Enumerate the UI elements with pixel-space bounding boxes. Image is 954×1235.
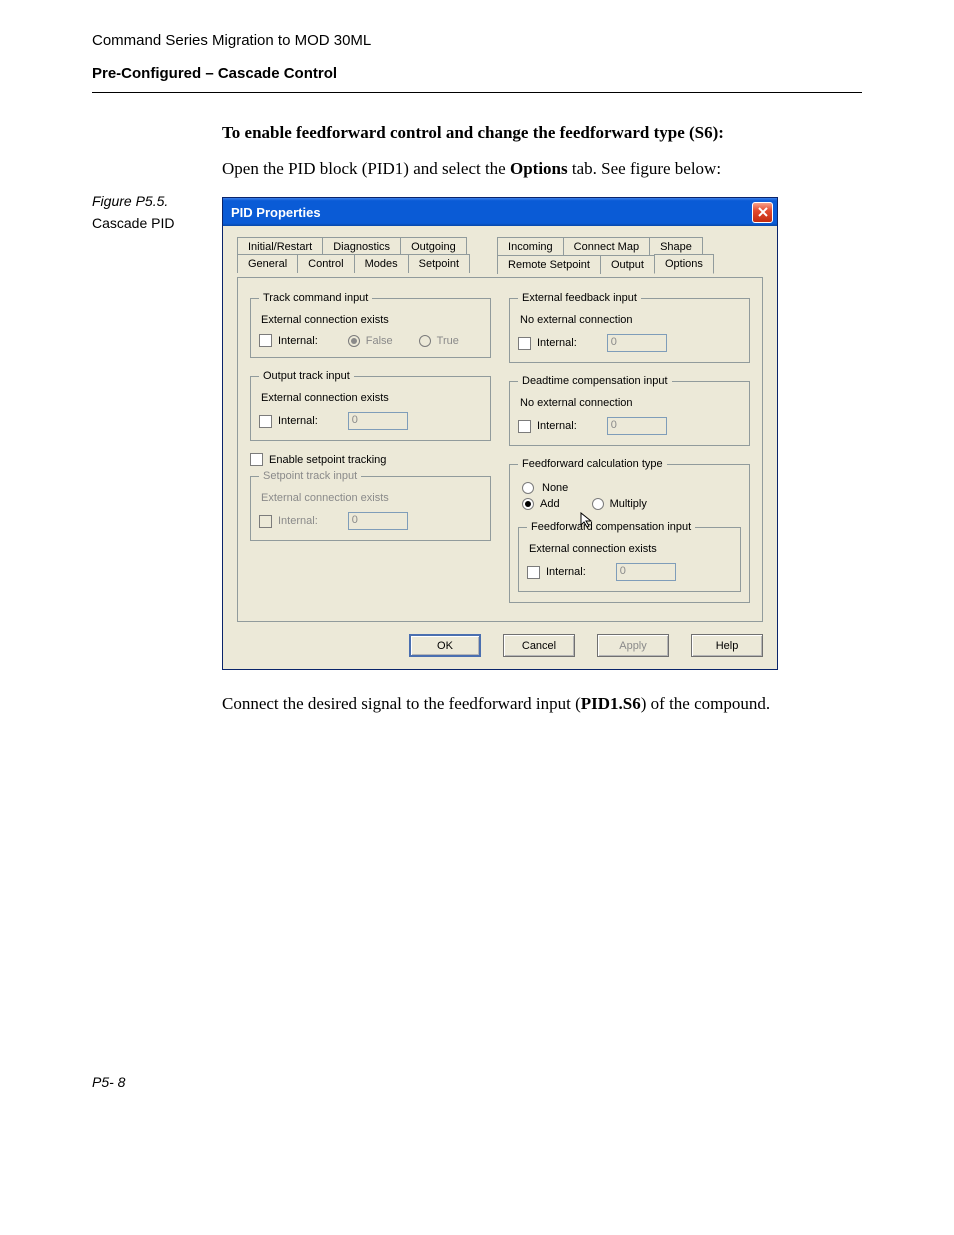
tabstrip-row2-right: Remote Setpoint Output Options (497, 254, 713, 274)
sp-track-internal-checkbox (259, 515, 272, 528)
tab-output[interactable]: Output (600, 255, 655, 274)
group-ext-feedback: External feedback input No external conn… (509, 292, 750, 363)
group-sp-track: Setpoint track input External connection… (250, 470, 491, 541)
figure-label: Figure P5.5. (92, 193, 202, 209)
tab-incoming[interactable]: Incoming (497, 237, 564, 256)
legend-deadtime: Deadtime compensation input (518, 375, 672, 387)
tab-setpoint[interactable]: Setpoint (408, 254, 470, 273)
track-cmd-true-radio[interactable] (419, 335, 431, 347)
cursor-icon (580, 512, 596, 528)
legend-ext-feedback: External feedback input (518, 292, 641, 304)
ext-fb-value[interactable]: 0 (607, 334, 667, 352)
group-ff-comp: Feedforward compensation input External … (518, 521, 741, 592)
ff-multiply-radio[interactable] (592, 498, 604, 510)
doc-subheader: Pre-Configured – Cascade Control (92, 65, 862, 82)
titlebar[interactable]: PID Properties (223, 198, 777, 226)
close-button[interactable] (752, 202, 773, 223)
ff-comp-value[interactable]: 0 (616, 563, 676, 581)
tabstrip-row2-left: General Control Modes Setpoint (237, 254, 469, 273)
output-track-value[interactable]: 0 (348, 412, 408, 430)
apply-button: Apply (597, 634, 669, 657)
after-bold: PID1.S6 (581, 694, 641, 713)
enable-sp-tracking-checkbox[interactable] (250, 453, 263, 466)
instr-bold: Options (510, 159, 568, 178)
deadtime-value[interactable]: 0 (607, 417, 667, 435)
sp-track-status: External connection exists (261, 492, 482, 504)
tabstrip-row1-right: Incoming Connect Map Shape (497, 236, 713, 255)
figure-sidebar: Figure P5.5. Cascade PID (92, 123, 202, 714)
pid-properties-dialog: PID Properties Initial/Restart Diagnosti… (222, 197, 778, 670)
cancel-button[interactable]: Cancel (503, 634, 575, 657)
ff-none-radio[interactable] (522, 482, 534, 494)
tab-control[interactable]: Control (297, 254, 354, 273)
instr-pre: Open the PID block (PID1) and select the (222, 159, 510, 178)
help-button[interactable]: Help (691, 634, 763, 657)
legend-ff-type: Feedforward calculation type (518, 458, 667, 470)
figure-caption: Cascade PID (92, 215, 202, 231)
after-instruction: Connect the desired signal to the feedfo… (222, 694, 862, 714)
group-track-command: Track command input External connection … (250, 292, 491, 358)
ext-fb-status: No external connection (520, 314, 741, 326)
tab-remote-setpoint[interactable]: Remote Setpoint (497, 255, 601, 274)
legend-ff-comp: Feedforward compensation input (527, 521, 695, 533)
tab-general[interactable]: General (237, 254, 298, 273)
track-cmd-status: External connection exists (261, 314, 482, 326)
enable-sp-tracking-label: Enable setpoint tracking (269, 454, 386, 466)
ff-add-label: Add (540, 498, 560, 510)
group-output-track: Output track input External connection e… (250, 370, 491, 441)
sp-track-value: 0 (348, 512, 408, 530)
ff-none-label: None (542, 482, 568, 494)
tab-options[interactable]: Options (654, 254, 714, 274)
output-track-internal-checkbox[interactable] (259, 415, 272, 428)
ff-comp-internal-checkbox[interactable] (527, 566, 540, 579)
sp-track-internal-label: Internal: (278, 515, 318, 527)
close-icon (758, 207, 768, 217)
after-pre: Connect the desired signal to the feedfo… (222, 694, 581, 713)
group-deadtime: Deadtime compensation input No external … (509, 375, 750, 446)
doc-header: Command Series Migration to MOD 30ML (92, 32, 862, 49)
legend-output-track: Output track input (259, 370, 354, 382)
page: Command Series Migration to MOD 30ML Pre… (0, 0, 954, 1130)
page-footer: P5- 8 (92, 1034, 862, 1090)
options-panel: Track command input External connection … (237, 277, 763, 622)
legend-track-command: Track command input (259, 292, 372, 304)
tabstrip-row1-left: Initial/Restart Diagnostics Outgoing (237, 236, 469, 255)
instr-post: tab. See figure below: (568, 159, 721, 178)
output-track-status: External connection exists (261, 392, 482, 404)
deadtime-internal-checkbox[interactable] (518, 420, 531, 433)
track-cmd-false-radio[interactable] (348, 335, 360, 347)
header-rule (92, 92, 862, 93)
ff-add-radio[interactable] (522, 498, 534, 510)
track-cmd-internal-checkbox[interactable] (259, 334, 272, 347)
ff-multiply-label: Multiply (610, 498, 647, 510)
legend-sp-track: Setpoint track input (259, 470, 361, 482)
instruction-line: Open the PID block (PID1) and select the… (222, 159, 862, 179)
tab-modes[interactable]: Modes (354, 254, 409, 273)
ext-fb-internal-checkbox[interactable] (518, 337, 531, 350)
dialog-button-row: OK Cancel Apply Help (237, 634, 763, 657)
ext-fb-internal-label: Internal: (537, 337, 577, 349)
group-ff-type: Feedforward calculation type None Add (509, 458, 750, 603)
output-track-internal-label: Internal: (278, 415, 318, 427)
track-cmd-false-label: False (366, 335, 393, 347)
tab-connect-map[interactable]: Connect Map (563, 237, 650, 256)
track-cmd-true-label: True (437, 335, 459, 347)
ok-button[interactable]: OK (409, 634, 481, 657)
deadtime-internal-label: Internal: (537, 420, 577, 432)
instruction-heading: To enable feedforward control and change… (222, 123, 862, 143)
ff-comp-status: External connection exists (529, 543, 732, 555)
track-cmd-internal-label: Internal: (278, 335, 318, 347)
dialog-title: PID Properties (231, 205, 321, 220)
deadtime-status: No external connection (520, 397, 741, 409)
ff-comp-internal-label: Internal: (546, 566, 586, 578)
after-post: ) of the compound. (641, 694, 770, 713)
